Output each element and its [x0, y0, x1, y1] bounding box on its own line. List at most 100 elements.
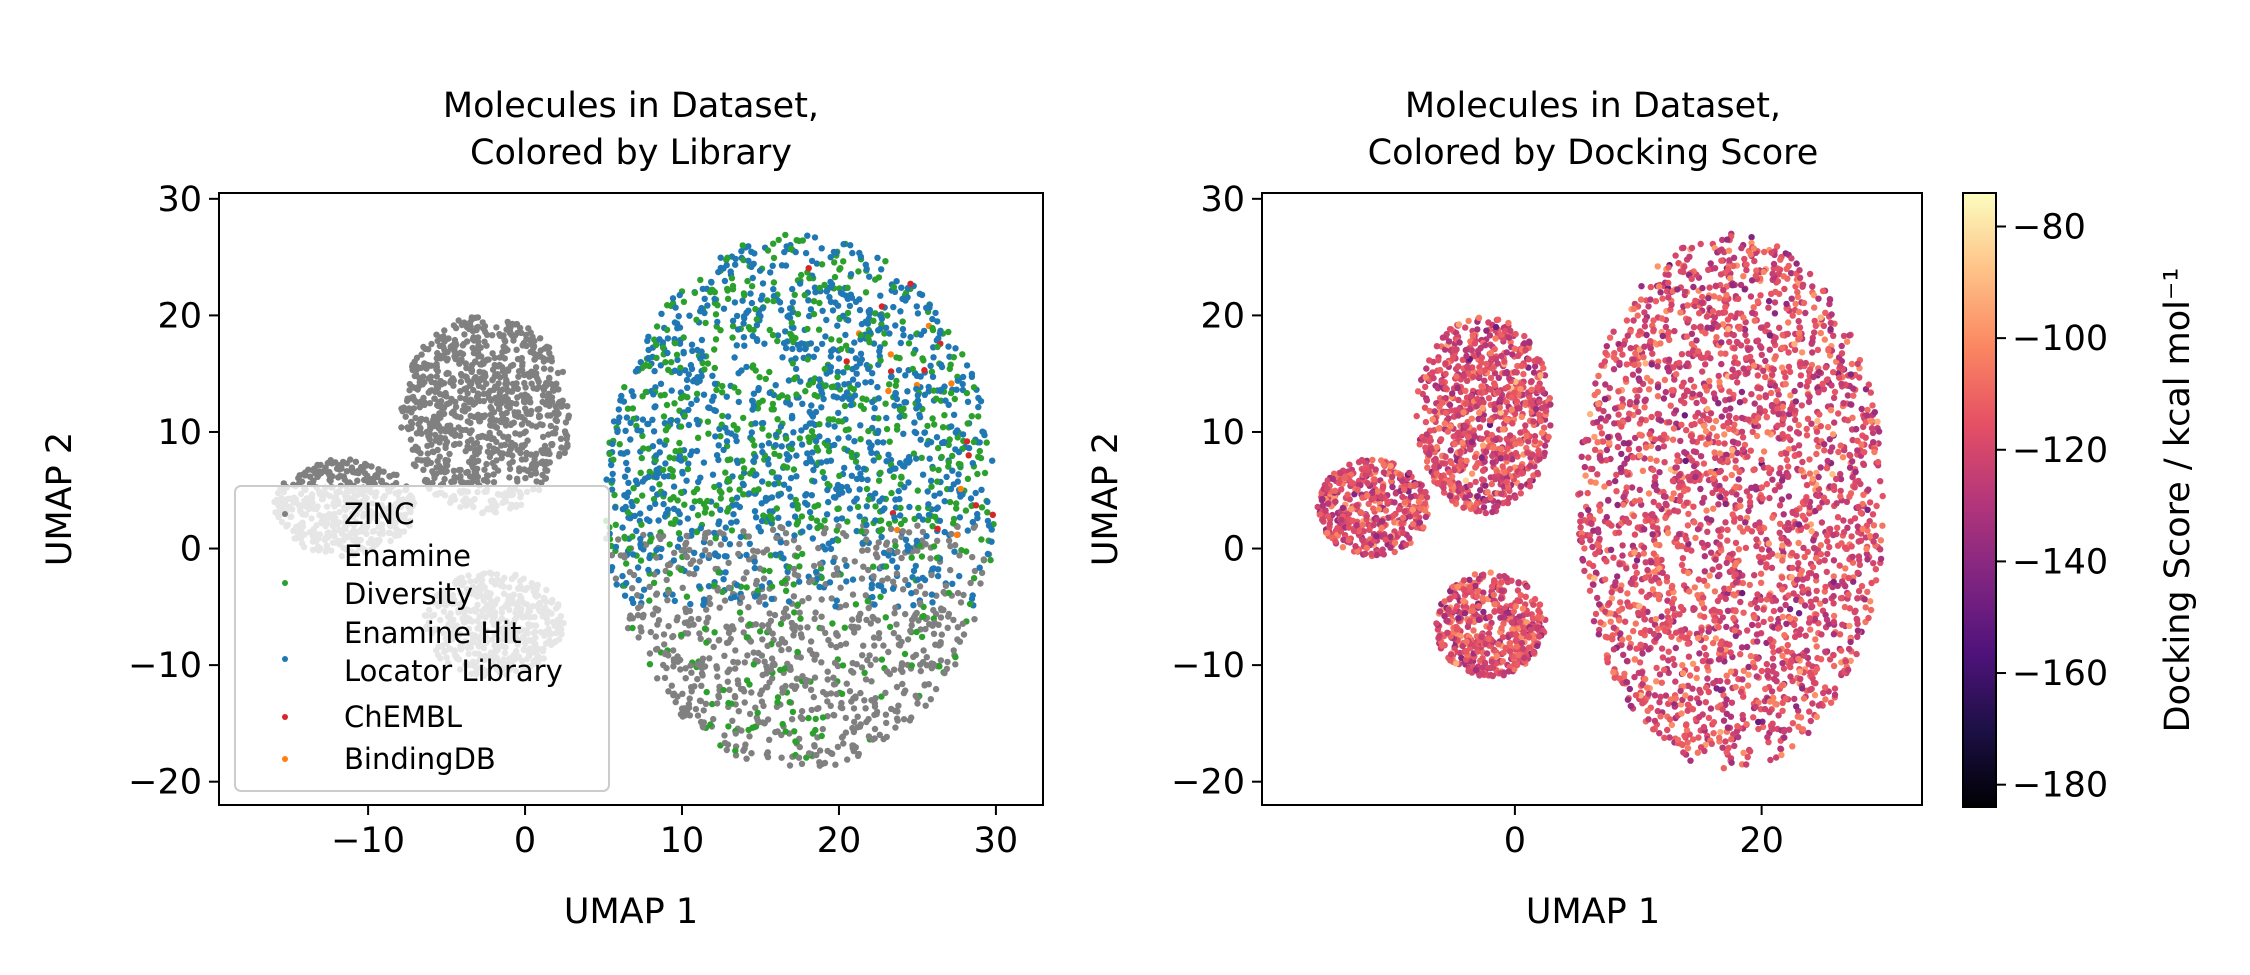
scatter-point	[890, 473, 897, 480]
scatter-point	[744, 277, 751, 285]
scatter-point	[683, 593, 691, 600]
scatter-point	[491, 361, 498, 369]
scatter-point	[858, 664, 866, 671]
scatter-point	[505, 321, 512, 328]
scatter-point	[877, 517, 885, 524]
scatter-point	[625, 479, 632, 486]
scatter-point	[721, 652, 728, 659]
scatter-point	[841, 556, 848, 564]
scatter-point	[806, 312, 813, 320]
scatter-point	[665, 589, 672, 596]
scatter-point	[723, 553, 730, 560]
scatter-point	[759, 636, 766, 643]
scatter-point	[514, 413, 522, 420]
scatter-point	[756, 598, 763, 605]
scatter-point	[677, 364, 684, 371]
scatter-point	[504, 436, 512, 443]
scatter-point	[704, 360, 712, 367]
scatter-point	[447, 422, 454, 429]
scatter-point	[513, 400, 520, 407]
scatter-point	[799, 528, 806, 535]
scatter-point	[786, 762, 794, 769]
scatter-point	[851, 498, 858, 505]
scatter-point	[857, 253, 864, 260]
scatter-point	[804, 232, 811, 239]
scatter-point	[483, 460, 490, 468]
scatter-point	[444, 348, 451, 356]
scatter-point	[409, 366, 416, 374]
scatter-point	[831, 273, 839, 281]
scatter-point	[784, 394, 791, 401]
scatter-point	[823, 442, 831, 449]
scatter-point	[652, 633, 659, 640]
scatter-point	[774, 699, 781, 706]
scatter-point	[883, 414, 890, 422]
scatter-point	[672, 516, 679, 523]
scatter-point	[698, 670, 706, 677]
scatter-point	[743, 584, 750, 591]
scatter-point	[792, 496, 799, 504]
scatter-point	[496, 429, 503, 437]
scatter-point	[966, 600, 974, 608]
scatter-point	[481, 466, 488, 473]
scatter-point	[956, 572, 963, 580]
scatter-point	[923, 662, 930, 669]
scatter-point	[919, 471, 927, 478]
scatter-point	[809, 650, 816, 658]
scatter-point	[818, 625, 826, 632]
scatter-point	[693, 316, 700, 323]
scatter-point	[833, 690, 840, 698]
scatter-point	[646, 468, 653, 475]
scatter-point	[793, 237, 800, 244]
scatter-point	[945, 459, 952, 466]
scatter-point	[857, 470, 864, 477]
scatter-point	[753, 577, 760, 585]
scatter-point	[952, 661, 959, 668]
scatter-point	[782, 587, 790, 594]
scatter-point	[951, 395, 958, 403]
scatter-point	[789, 360, 796, 367]
scatter-point	[852, 298, 860, 305]
scatter-point	[722, 424, 729, 432]
scatter-point	[565, 414, 572, 422]
scatter-point	[878, 656, 886, 663]
scatter-point	[930, 387, 937, 394]
scatter-point	[669, 295, 677, 302]
scatter-point	[915, 402, 923, 409]
scatter-point	[733, 494, 741, 501]
scatter-point	[860, 405, 867, 413]
scatter-point	[1472, 478, 1479, 486]
scatter-point	[863, 485, 871, 493]
scatter-point	[789, 285, 796, 293]
scatter-point	[630, 485, 637, 492]
scatter-point	[914, 397, 922, 404]
scatter-point	[638, 454, 645, 462]
scatter-point	[933, 434, 941, 441]
scatter-point	[816, 747, 824, 754]
scatter-point	[985, 522, 993, 529]
scatter-point	[801, 291, 808, 299]
scatter-point	[686, 546, 693, 554]
scatter-point	[481, 412, 489, 419]
scatter-point	[835, 418, 842, 425]
scatter-point	[750, 661, 757, 668]
scatter-point	[770, 240, 777, 247]
scatter-point	[711, 529, 718, 537]
scatter-point	[719, 412, 726, 420]
scatter-point	[812, 408, 820, 416]
scatter-point	[917, 331, 925, 338]
scatter-point	[626, 615, 633, 622]
scatter-point	[649, 416, 656, 423]
scatter-point	[746, 540, 753, 547]
scatter-point	[732, 255, 739, 263]
scatter-point	[1424, 464, 1431, 471]
scatter-point	[688, 448, 696, 455]
scatter-point	[677, 489, 685, 496]
scatter-point	[987, 556, 994, 564]
scatter-point	[484, 390, 491, 397]
scatter-point	[891, 610, 898, 617]
scatter-point	[897, 512, 904, 519]
scatter-point	[875, 539, 882, 546]
scatter-point	[922, 590, 929, 597]
scatter-point	[695, 615, 702, 623]
